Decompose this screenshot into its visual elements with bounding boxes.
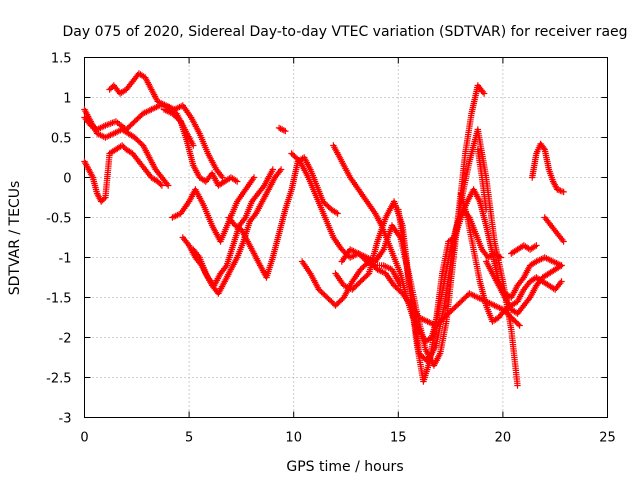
series-arc-16 (395, 186, 565, 385)
data-points (81, 70, 567, 389)
x-tick-label: 5 (185, 431, 193, 446)
x-tick-label: 10 (285, 431, 302, 446)
data-point-markers (395, 186, 565, 385)
data-point-markers (508, 242, 540, 257)
data-point-markers (225, 154, 341, 281)
x-tick-label: 25 (599, 431, 616, 446)
series-arc-09 (225, 154, 341, 281)
plot-frame (84, 57, 608, 418)
y-tick-label: -1 (59, 252, 72, 267)
y-tick-label: -0.5 (46, 212, 71, 227)
series-arc-21 (508, 242, 540, 257)
series-arc-20 (541, 214, 567, 245)
y-tick-label: 0.5 (51, 132, 72, 147)
series-arc-18 (483, 258, 565, 317)
data-point-markers (106, 70, 226, 181)
data-point-markers (483, 258, 565, 317)
series-arc-01 (81, 142, 166, 205)
series-arc-22 (474, 146, 490, 213)
y-tick-label: -1.5 (46, 292, 71, 307)
x-tick-label: 0 (80, 431, 88, 446)
y-tick-label: -3 (59, 412, 72, 427)
x-tick-labels: 0 5 10 15 20 25 (80, 431, 615, 446)
data-point-markers (474, 146, 490, 213)
series-arc-05 (160, 106, 241, 189)
x-tick-label: 20 (495, 431, 512, 446)
series-arc-19 (529, 140, 567, 196)
x-axis-label: GPS time / hours (286, 459, 403, 475)
series-arc-08 (190, 166, 285, 297)
chart-title: Day 075 of 2020, Sidereal Day-to-day VTE… (62, 24, 627, 40)
y-axis-label: SDTVAR / TECUs (7, 181, 23, 296)
data-point-markers (529, 140, 567, 196)
series-arc-02 (81, 106, 172, 189)
y-tick-label: 1.5 (51, 52, 72, 67)
axis-ticks (84, 57, 608, 418)
series-arc-10 (275, 124, 289, 135)
data-point-markers (190, 166, 285, 297)
series-arc-06 (169, 174, 258, 245)
series-arc-04 (106, 70, 226, 181)
y-tick-label: -2.5 (46, 372, 71, 387)
y-tick-labels: -3 -2.5 -2 -1.5 -1 -0.5 0 0.5 1 1.5 (46, 52, 71, 427)
y-tick-label: 0 (63, 172, 71, 187)
y-tick-label: -2 (59, 332, 72, 347)
x-tick-label: 15 (390, 431, 407, 446)
data-point-markers (541, 214, 567, 245)
data-point-markers (160, 106, 241, 189)
grid-lines (84, 57, 608, 418)
data-point-markers (169, 174, 258, 245)
y-tick-label: 1 (63, 92, 71, 107)
data-point-markers (275, 124, 289, 135)
data-point-markers (81, 142, 166, 205)
data-point-markers (81, 106, 172, 189)
